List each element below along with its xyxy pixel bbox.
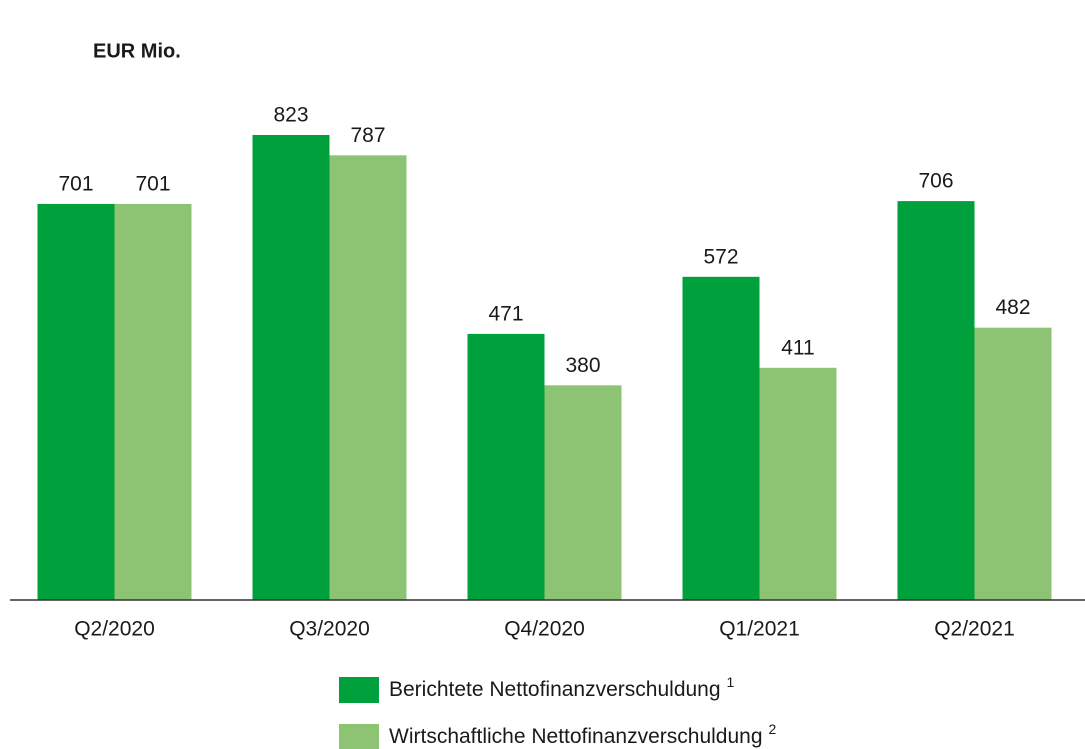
bar bbox=[544, 385, 622, 600]
bar bbox=[682, 276, 760, 600]
bar bbox=[467, 333, 545, 600]
value-label: 411 bbox=[781, 336, 814, 359]
x-tick-label: Q2/2020 bbox=[74, 618, 155, 641]
value-label: 706 bbox=[918, 170, 953, 193]
value-label: 572 bbox=[703, 245, 738, 268]
x-tick-label: Q2/2021 bbox=[934, 618, 1015, 641]
x-tick-label: Q3/2020 bbox=[289, 618, 370, 641]
legend-note: 1 bbox=[727, 674, 735, 690]
legend-swatch bbox=[339, 724, 379, 749]
value-label: 482 bbox=[995, 296, 1030, 319]
value-label: 787 bbox=[350, 124, 385, 147]
value-label: 701 bbox=[135, 172, 170, 195]
bar bbox=[252, 135, 330, 600]
bar bbox=[974, 327, 1052, 600]
legend-label: Berichtete Nettofinanzverschuldung 1 bbox=[389, 674, 735, 701]
legend-name: Wirtschaftliche Nettofinanzverschuldung bbox=[389, 725, 763, 748]
bar bbox=[114, 203, 192, 600]
bar bbox=[329, 155, 407, 600]
legend-label: Wirtschaftliche Nettofinanzverschuldung 2 bbox=[389, 721, 777, 748]
value-label: 471 bbox=[488, 302, 523, 325]
legend-note: 2 bbox=[769, 721, 777, 737]
legend-swatch bbox=[339, 677, 379, 703]
value-label: 701 bbox=[58, 172, 93, 195]
x-tick-label: Q1/2021 bbox=[719, 618, 800, 641]
chart-title: EUR Mio. bbox=[93, 40, 181, 62]
bar bbox=[37, 203, 115, 600]
value-label: 823 bbox=[273, 104, 308, 127]
value-label: 380 bbox=[565, 354, 600, 377]
x-tick-label: Q4/2020 bbox=[504, 618, 585, 641]
legend-name: Berichtete Nettofinanzverschuldung bbox=[389, 678, 721, 701]
bar bbox=[759, 367, 837, 600]
bar bbox=[897, 201, 975, 601]
